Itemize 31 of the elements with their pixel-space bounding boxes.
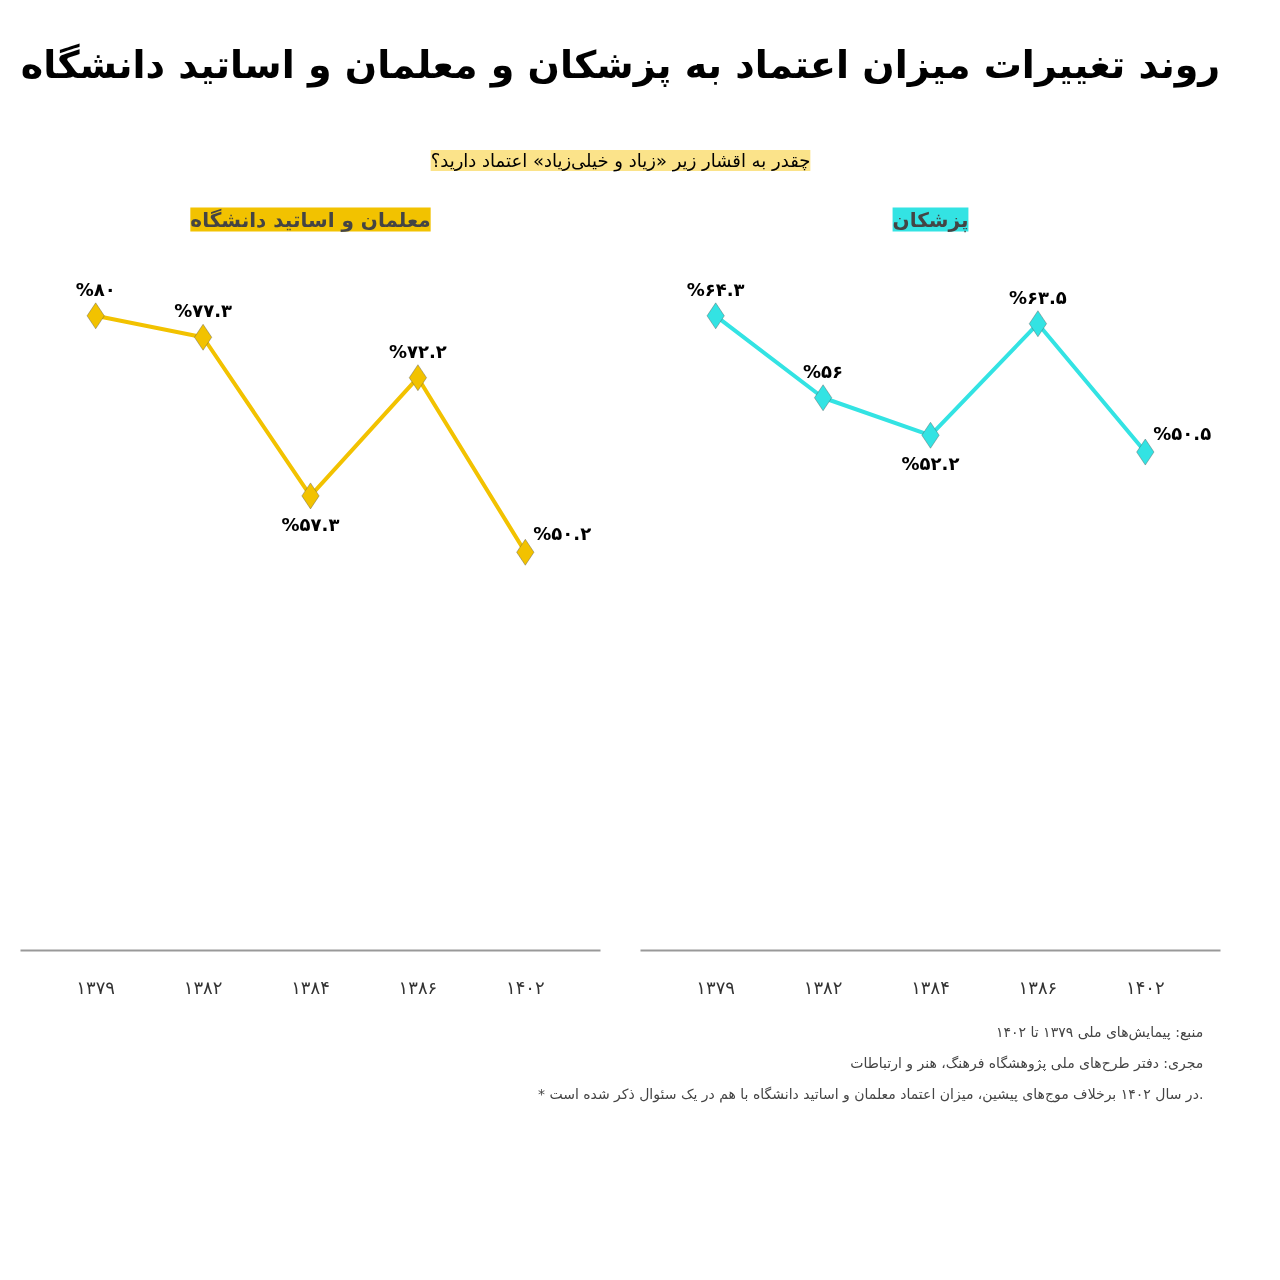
data-label: %۷۷.۳ [174,300,233,322]
text: روند تغییرات میزان اعتماد به پزشکان و معلمان و اساتید دانشگاه [20,42,1221,88]
text: مجری: دفتر طرح‌های ملی پژوهشگاه فرهنگ، هنر و ارتباطات [850,1054,1204,1072]
x-tick-label: ۱۳۷۹ [696,976,736,998]
data-label: %۵۶ [803,360,844,382]
x-tick-label: ۱۴۰۲ [1125,976,1165,998]
point [813,384,833,412]
x-tick-label: ۱۳۸۲ [183,976,223,998]
text: * در سال ۱۴۰۲ برخلاف موج‌های پیشین، میزان اعتماد معلمان و اساتید دانشگاه با هم در یک سئوال ذکر شده است. [537,1085,1204,1103]
point [1028,310,1048,338]
data-label: %۷۲.۲ [388,340,447,362]
point [193,323,213,351]
data-label: %۵۰.۲ [533,523,592,545]
x-tick-label: ۱۳۸۴ [911,976,950,998]
x-tick-label: ۱۳۷۹ [76,976,116,998]
data-label: %۶۳.۵ [1008,286,1067,308]
data-label: %۸۰ [75,278,116,300]
data-label: %۵۲.۲ [901,453,960,475]
x-tick-label: ۱۳۸۶ [398,976,438,998]
x-tick-label: ۱۴۰۲ [505,976,545,998]
chart-title: معلمان و اساتید دانشگاه [190,207,431,232]
text: منبع: پیمایش‌های ملی ۱۳۷۹ تا ۱۴۰۲ [995,1023,1204,1041]
data-label: %۵۷.۳ [281,513,340,535]
chart-title: پزشکان [892,207,969,233]
data-label: %۶۴.۳ [686,278,745,300]
x-tick-label: ۱۳۸۶ [1018,976,1058,998]
x-tick-label: ۱۳۸۲ [803,976,843,998]
data-label: %۵۰.۵ [1153,423,1212,445]
text: چقدر به اقشار زیر «زیاد و خیلی‌زیاد» اعتماد دارید؟ [430,150,811,172]
point [408,364,428,392]
x-tick-label: ۱۳۸۴ [291,976,330,998]
